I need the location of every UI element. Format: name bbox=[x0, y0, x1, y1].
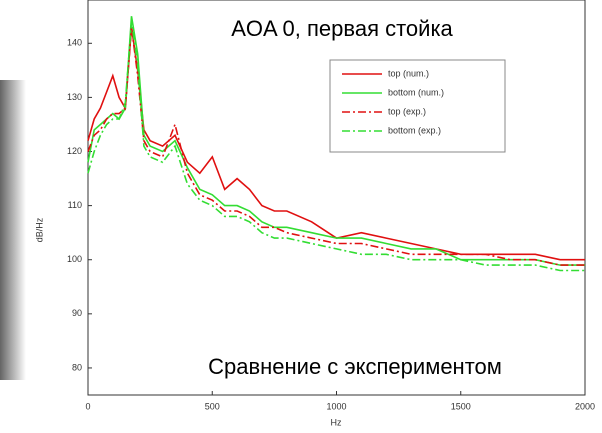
series-line bbox=[87, 26, 585, 261]
y-tick-label: 130 bbox=[67, 92, 82, 102]
legend-label: top (num.) bbox=[388, 68, 429, 78]
series-line bbox=[87, 21, 585, 272]
annotation: Сравнение с экспериментом bbox=[208, 354, 502, 379]
y-tick-label: 110 bbox=[68, 200, 82, 210]
series-line bbox=[87, 26, 585, 266]
legend-label: top (exp.) bbox=[388, 106, 426, 116]
legend-label: bottom (num.) bbox=[388, 87, 444, 97]
y-tick-label: 100 bbox=[67, 254, 82, 264]
y-tick-label: 90 bbox=[72, 308, 82, 318]
series-line bbox=[87, 16, 585, 266]
y-tick-label: 80 bbox=[72, 362, 82, 372]
x-tick-label: 1500 bbox=[451, 401, 471, 411]
legend-label: bottom (exp.) bbox=[388, 125, 441, 135]
legend-box bbox=[329, 59, 506, 153]
chart-title: AOA 0, первая стойка bbox=[231, 16, 453, 41]
y-tick-label: 120 bbox=[67, 146, 82, 156]
x-tick-label: 500 bbox=[205, 401, 220, 411]
x-tick-label: 1000 bbox=[326, 401, 346, 411]
y-axis-label: dB/Hz bbox=[34, 217, 44, 242]
x-tick-label: 2000 bbox=[575, 401, 595, 411]
y-tick-label: 140 bbox=[67, 38, 82, 48]
x-axis-label: Hz bbox=[331, 417, 342, 427]
background-shade bbox=[0, 80, 26, 380]
x-tick-label: 0 bbox=[85, 401, 90, 411]
